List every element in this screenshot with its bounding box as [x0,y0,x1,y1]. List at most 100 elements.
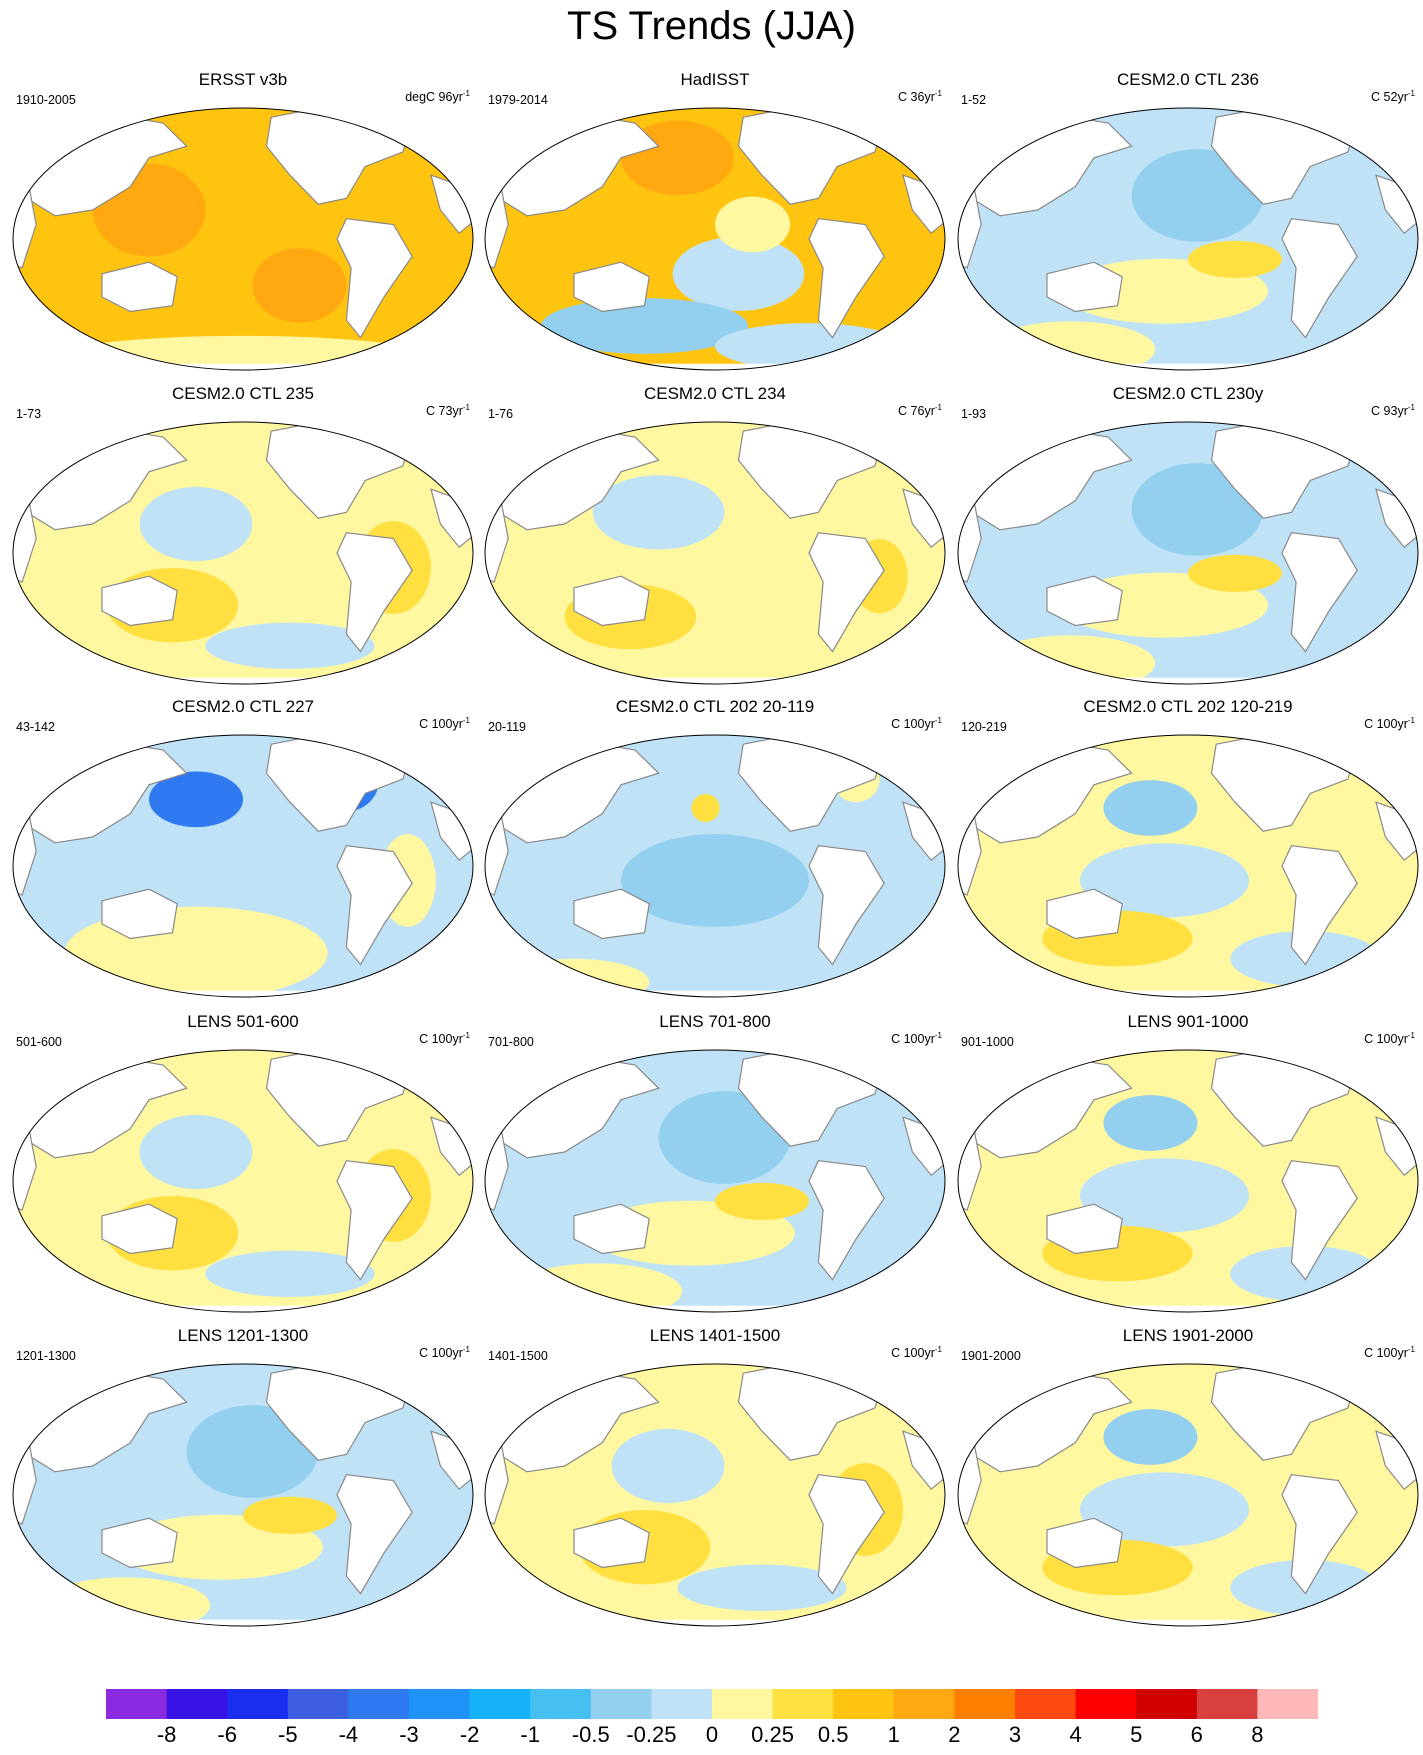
landmass [1281,845,1358,966]
trend-anomaly [1103,780,1198,836]
panel-year-range: 1401-1500 [488,1349,548,1363]
colorbar-swatch [287,1689,349,1719]
map-outline [957,1363,1419,1627]
colorbar-swatch [651,1689,713,1719]
panel-units-text: C 93yr [1371,404,1408,419]
panel-units-exponent: -1 [934,716,942,725]
trend-anomaly [139,486,253,562]
map-outline [484,1363,946,1627]
panel-year-range: 1979-2014 [488,93,548,107]
antarctica [13,1305,473,1312]
colorbar-tick-label: 2 [948,1722,961,1747]
colorbar-tick-label: 3 [1008,1722,1022,1747]
colorbar-swatch [469,1689,531,1719]
panel-units-exponent: -1 [462,403,470,412]
panel-title: ERSST v3b [198,70,288,89]
map-outline [484,421,946,685]
landmass [1046,1203,1123,1255]
landmass [1046,888,1123,940]
panel-units: C 100yr-1 [1364,1031,1415,1046]
map-outline [12,734,474,998]
panel-year-range: 1-73 [16,407,42,421]
colorbar-tick-label: -6 [217,1722,237,1747]
map-panel: LENS 1201-1300 1201-1300 C 100yr-1 [8,1326,478,1642]
panel-units-exponent: -1 [934,89,942,98]
colorbar [106,1689,1318,1719]
antarctica [13,363,473,370]
colorbar-tick-label: 1 [887,1722,900,1747]
colorbar-swatch [772,1689,834,1719]
colorbar-tick-label: -8 [156,1722,177,1747]
antarctica [958,990,1418,997]
panel-year-range: 43-142 [16,720,55,734]
trend-anomaly [672,236,805,311]
colorbar-swatch [893,1689,955,1719]
trend-anomaly [205,622,375,669]
panel-units-text: C 100yr [1364,717,1408,732]
panel-title: LENS 501-600 [187,1012,299,1031]
trend-anomaly [985,635,1156,684]
figure-title: TS Trends (JJA) [567,4,856,48]
map-outline [12,1363,474,1627]
panel-units-text: C 100yr [1364,1346,1408,1361]
antarctica [958,1619,1418,1626]
map-panel: ERSST v3b 1910-2005 degC 96yr-1 [8,70,478,386]
panel-title: LENS 1401-1500 [649,1326,781,1345]
colorbar-tick-label: -4 [338,1722,359,1747]
panel-units-exponent: -1 [462,1345,470,1354]
trend-anomaly [541,298,748,354]
colorbar-swatch [348,1689,410,1719]
panel-year-range: 1910-2005 [16,93,76,107]
panel-title: CESM2.0 CTL 202 20-119 [615,697,815,716]
trend-anomaly [1103,1409,1198,1465]
antarctica [958,363,1418,370]
world-map [12,421,474,685]
colorbar-labels: -8 -6 -5 -4 -3 -2 -1 -0.5 -0.25 0 0.25 0.5 1 2 3 4 5 6 8 [0,1722,1423,1752]
trend-anomaly [1079,1472,1250,1547]
trend-anomaly [1188,554,1282,592]
panel-units: C 100yr-1 [419,1031,470,1046]
map-panel: LENS 501-600 501-600 C 100yr-1 [8,1012,478,1328]
panel-units-text: C 100yr [891,1346,935,1361]
panel-units-text: C 73yr [426,404,463,419]
map-outline [484,1049,946,1313]
landmass [1046,575,1123,627]
colorbar-swatch [530,1689,592,1719]
colorbar-tick-label: -0.25 [626,1722,677,1747]
landmass [1281,532,1358,653]
antarctica [13,1619,473,1626]
trend-anomaly [205,1250,375,1297]
panel-year-range: 501-600 [16,1035,62,1049]
landmass [808,1160,885,1281]
trend-anomaly [31,335,455,370]
panel-units-exponent: -1 [1407,403,1415,412]
landmass [101,888,178,940]
map-outline [957,734,1419,998]
colorbar-tick-label: 4 [1069,1722,1082,1747]
panel-units-text: C 52yr [1371,90,1408,105]
map-panel: HadISST 1979-2014 C 36yr-1 [480,70,950,386]
antarctica [485,363,945,370]
landmass [808,218,885,339]
panel-units-text: degC 96yr [405,90,463,105]
colorbar-tick-label: 0.5 [817,1722,849,1747]
trend-anomaly [186,1405,319,1498]
landmass [808,532,885,653]
landmass [808,845,885,966]
panel-units-text: C 100yr [419,717,463,732]
panel-title: CESM2.0 CTL 236 [1116,70,1260,89]
world-map [957,1363,1419,1627]
trend-anomaly [677,1564,847,1611]
map-outline [957,1049,1419,1313]
map-outline [484,107,946,371]
panel-units: C 36yr-1 [898,89,942,104]
colorbar-tick-label: 0.25 [751,1722,795,1747]
landmass [101,261,178,313]
colorbar-swatch [409,1689,471,1719]
trend-anomaly [1079,1158,1250,1233]
colorbar-tick-label: -3 [399,1722,419,1747]
landmass [573,575,650,627]
map-outline [484,734,946,998]
map-panel: CESM2.0 CTL 227 43-142 C 100yr-1 [8,697,478,1013]
trend-anomaly [149,771,243,828]
